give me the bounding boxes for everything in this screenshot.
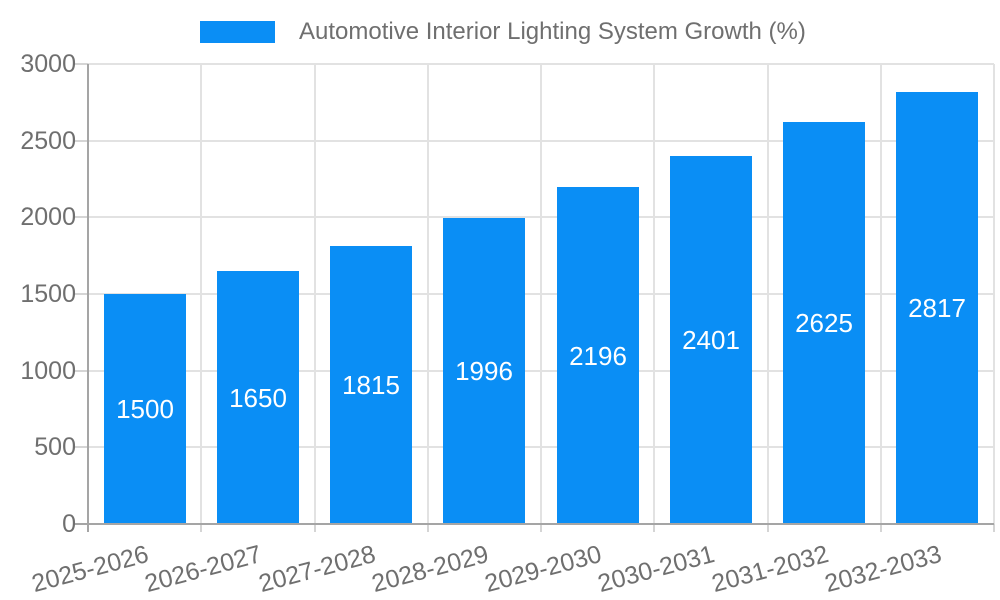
x-tick-mark bbox=[313, 524, 316, 532]
grid-line-v bbox=[993, 64, 995, 524]
bar-value-label: 1650 bbox=[229, 382, 287, 413]
y-tick-mark bbox=[74, 216, 88, 219]
y-tick-label: 500 bbox=[34, 433, 76, 462]
y-tick-label: 1000 bbox=[20, 356, 76, 385]
y-tick-label: 2000 bbox=[20, 203, 76, 232]
grid-line-v bbox=[200, 64, 203, 524]
y-tick-label: 1500 bbox=[20, 280, 76, 308]
x-tick-mark bbox=[993, 524, 995, 532]
bar bbox=[557, 187, 639, 524]
y-tick-mark bbox=[74, 369, 88, 372]
y-tick-mark bbox=[74, 63, 88, 65]
y-tick-mark bbox=[74, 139, 88, 142]
x-tick-label: 2025-2026 bbox=[28, 540, 152, 599]
x-tick-mark bbox=[540, 524, 542, 532]
legend-swatch bbox=[200, 21, 275, 43]
grid-line-v bbox=[879, 64, 882, 524]
plot-area: 1500 1650 1815 1996 2196 2401 2625 2817 bbox=[88, 63, 995, 524]
grid-line-v bbox=[766, 64, 769, 524]
bar-value-label: 1815 bbox=[342, 369, 400, 400]
grid-line-v bbox=[426, 64, 429, 524]
x-tick-label: 2029-2030 bbox=[481, 540, 605, 599]
bar-value-label: 2401 bbox=[682, 324, 740, 355]
bar-value-label: 2196 bbox=[569, 340, 627, 371]
grid-line-v bbox=[313, 64, 316, 524]
chart-legend: Automotive Interior Lighting System Grow… bbox=[200, 19, 806, 45]
x-tick-mark bbox=[879, 524, 882, 532]
bar bbox=[443, 217, 525, 524]
bar-value-label: 2625 bbox=[795, 307, 853, 338]
x-tick-label: 2030-2031 bbox=[595, 540, 718, 599]
x-tick-label: 2031-2032 bbox=[708, 540, 832, 599]
x-tick-label: 2026-2027 bbox=[142, 540, 265, 599]
bar-value-label: 1996 bbox=[455, 355, 513, 386]
bar bbox=[330, 245, 412, 524]
x-tick-mark bbox=[200, 524, 203, 532]
x-tick-mark bbox=[653, 524, 656, 532]
bar bbox=[217, 271, 299, 524]
y-tick-label: 2500 bbox=[20, 126, 76, 155]
legend-label: Automotive Interior Lighting System Grow… bbox=[299, 18, 806, 45]
x-tick-label: 2027-2028 bbox=[255, 540, 379, 599]
bar-value-label: 2817 bbox=[908, 293, 966, 324]
bar bbox=[896, 92, 978, 524]
x-tick-label: 2028-2029 bbox=[368, 540, 492, 599]
y-axis-line bbox=[87, 64, 89, 532]
grid-line-v bbox=[653, 64, 656, 524]
x-axis-line bbox=[75, 523, 994, 525]
y-tick-label: 3000 bbox=[20, 50, 76, 78]
y-tick-label: 0 bbox=[62, 510, 76, 538]
x-tick-mark bbox=[426, 524, 429, 532]
bar bbox=[783, 121, 865, 524]
y-tick-mark bbox=[74, 293, 88, 295]
y-tick-mark bbox=[74, 446, 88, 449]
bar bbox=[670, 155, 752, 524]
x-tick-label: 2032-2033 bbox=[821, 540, 945, 599]
bar bbox=[104, 294, 186, 524]
bar-value-label: 1500 bbox=[116, 394, 174, 424]
grid-line-v bbox=[540, 64, 542, 524]
x-tick-mark bbox=[766, 524, 769, 532]
